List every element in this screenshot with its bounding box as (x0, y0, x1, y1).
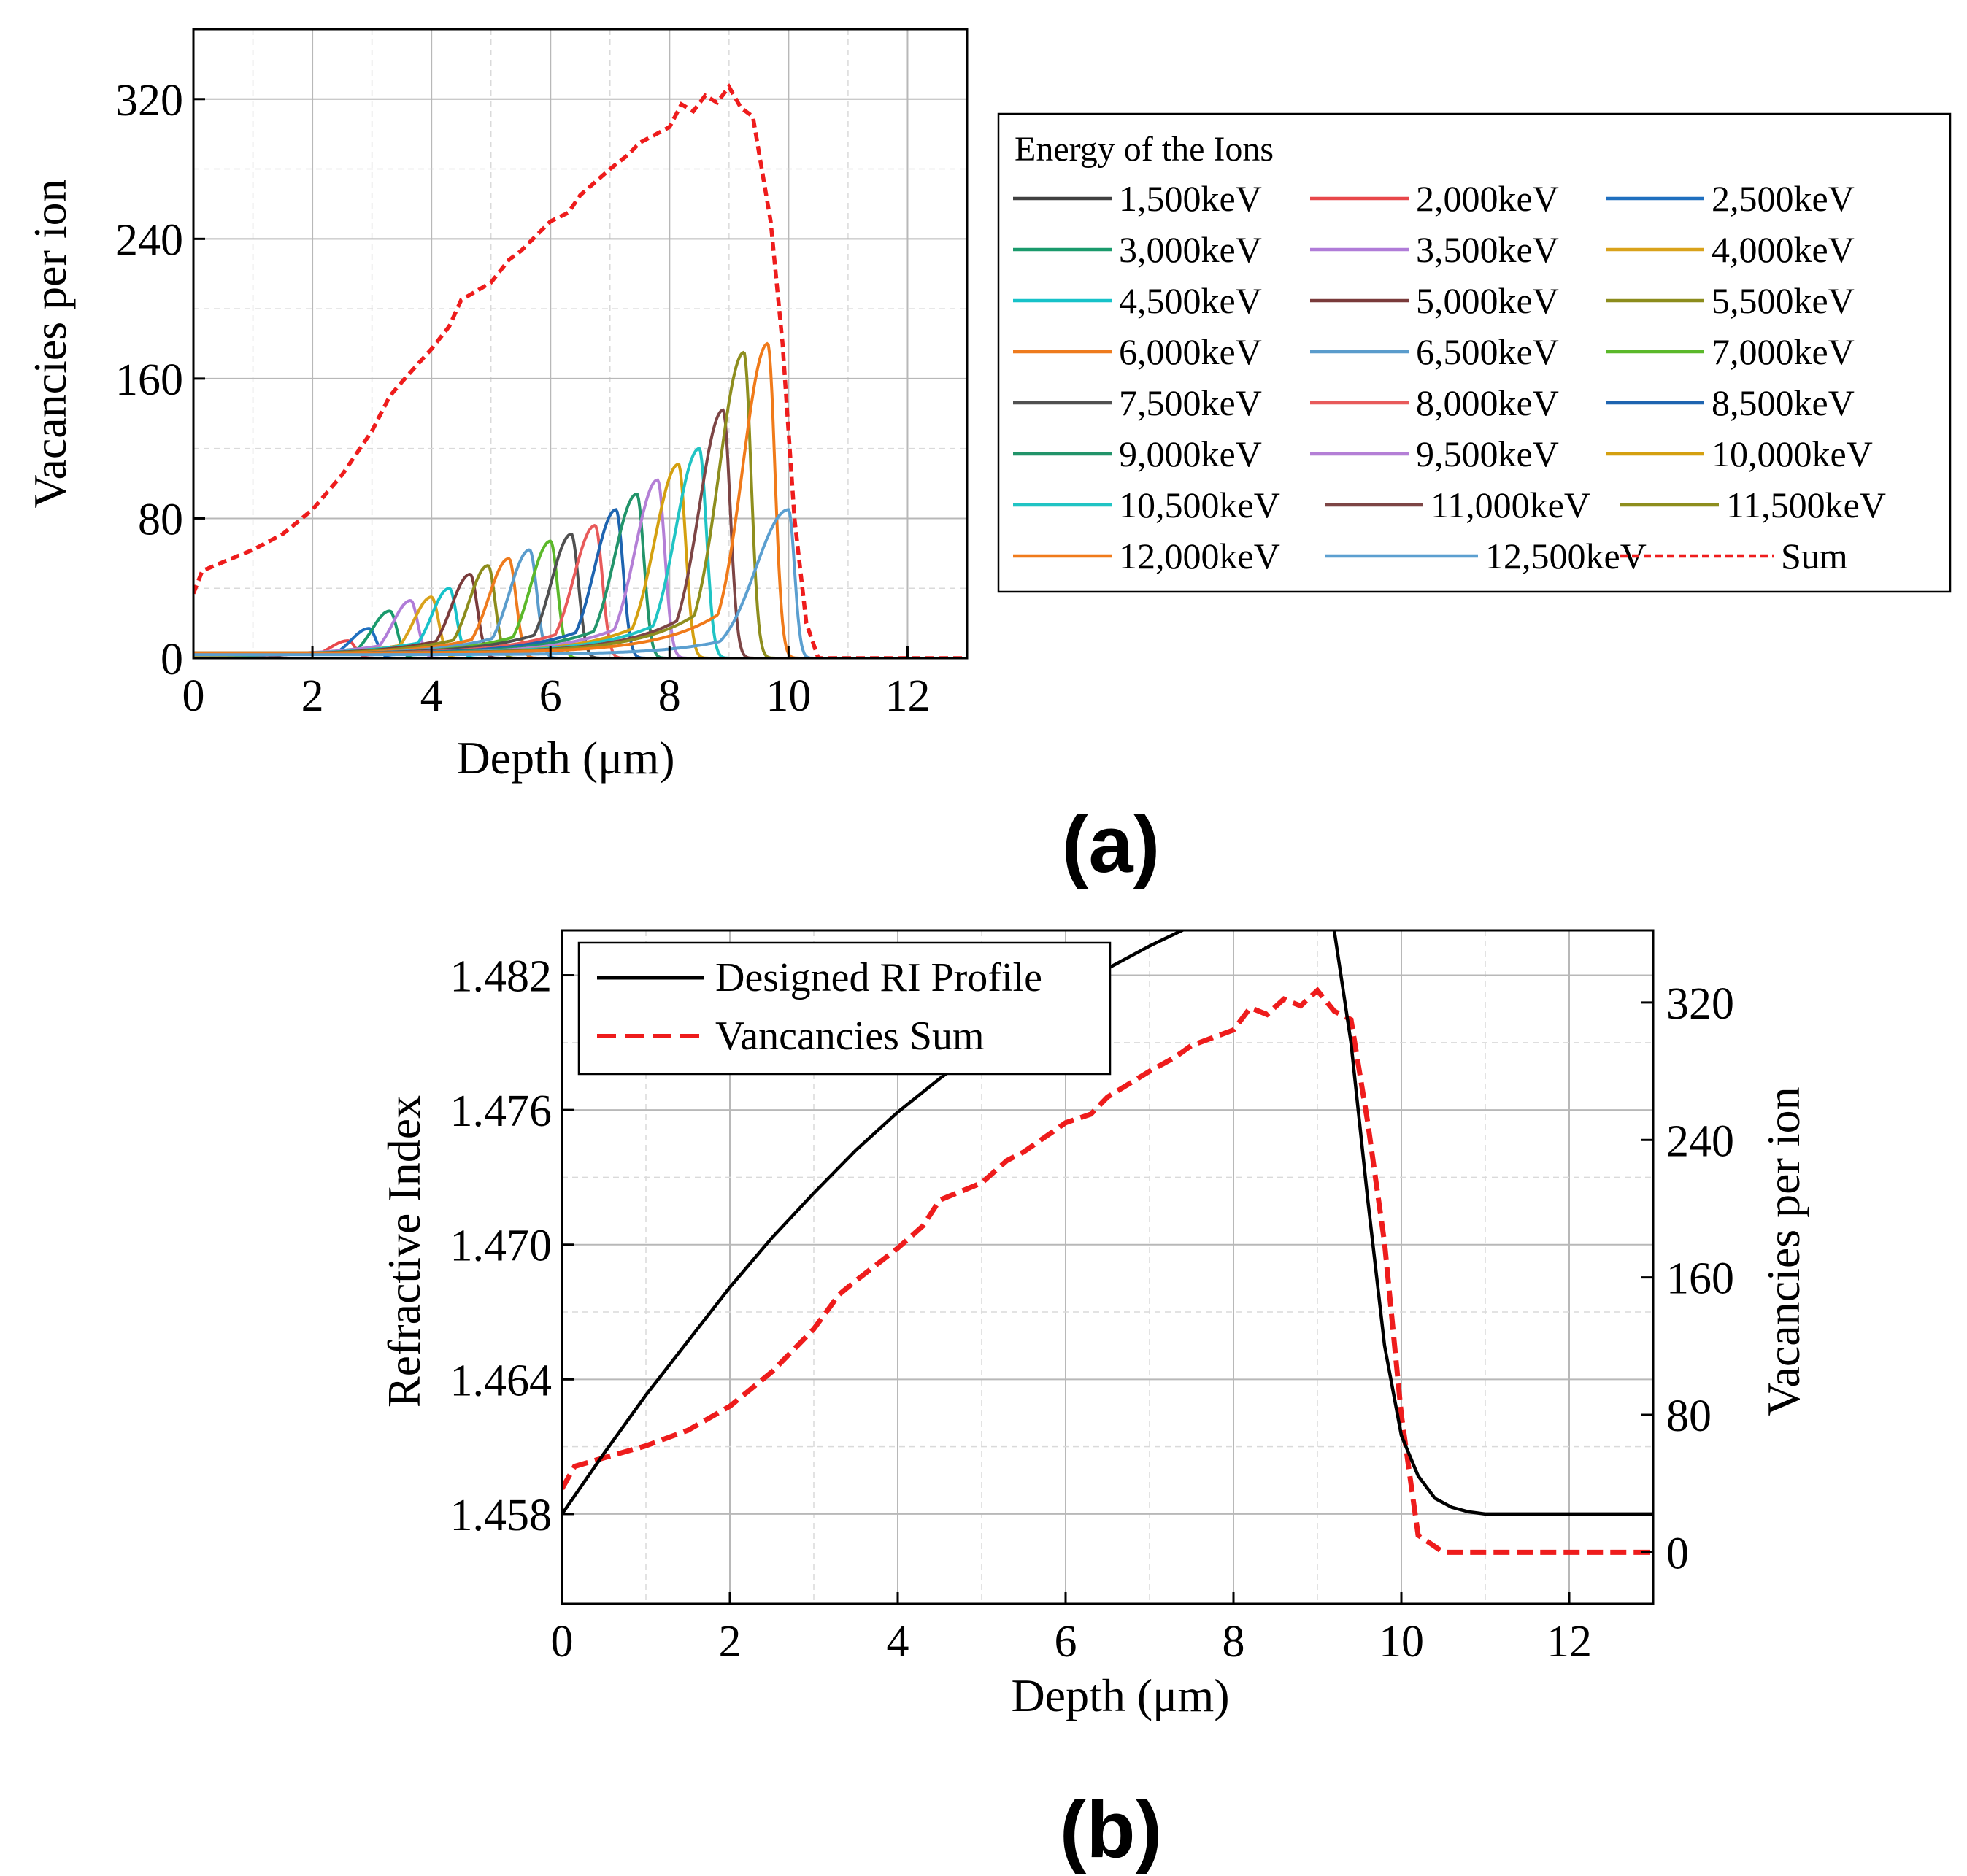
x-tick-label: 4 (887, 1617, 909, 1667)
legend-label: 5,500keV (1712, 280, 1855, 321)
panel-b-series (562, 930, 1653, 1555)
y2-tick-label: 320 (1666, 979, 1734, 1029)
y2-tick-label: 240 (1666, 1116, 1734, 1166)
series-line-ri-profile (562, 930, 1653, 1516)
legend-label: 9,500keV (1416, 433, 1559, 474)
panel-a-grid (193, 28, 968, 659)
series-line-12,000keV (193, 341, 967, 658)
legend-label: 3,500keV (1416, 229, 1559, 270)
x-tick-label: 12 (885, 671, 930, 721)
legend-label: 2,000keV (1416, 178, 1559, 219)
panel-a-legend: Energy of the Ions 1,500keV 2,000keV 2,500… (997, 112, 1952, 593)
series-line-9,500keV (193, 478, 967, 658)
series-line-10,000keV (193, 463, 967, 658)
y-tick-label: 160 (115, 355, 183, 405)
legend-label: 6,000keV (1119, 331, 1262, 372)
series-line-12,500keV (193, 508, 967, 658)
y-tick-label: 1.464 (450, 1356, 553, 1405)
panel-b-xlabel: Depth (μm) (1011, 1670, 1229, 1721)
y2-tick-label: 0 (1666, 1529, 1689, 1578)
x-tick-label: 10 (1379, 1617, 1424, 1667)
legend-label: 8,000keV (1416, 382, 1559, 423)
legend-label-vac: Vancancies Sum (715, 1014, 985, 1059)
x-tick-label: 0 (182, 671, 205, 721)
legend-label: 10,000keV (1712, 433, 1873, 474)
y-tick-label: 0 (161, 635, 183, 684)
x-tick-label: 6 (1055, 1617, 1077, 1667)
panel-b-y2label: Vacancies per ion (1758, 1086, 1809, 1416)
legend-label: 3,000keV (1119, 229, 1262, 270)
x-tick-label: 4 (420, 671, 443, 721)
legend-label: 7,500keV (1119, 382, 1262, 423)
panel-a-label: (a) (1062, 800, 1160, 889)
x-tick-label: 8 (658, 671, 681, 721)
y-tick-label: 1.458 (450, 1491, 553, 1540)
panel-a-series (193, 83, 967, 658)
legend-label: 11,500keV (1726, 485, 1886, 525)
legend-box (997, 112, 1952, 593)
panel-b-frame (561, 929, 1655, 1605)
x-tick-label: 8 (1223, 1617, 1245, 1667)
x-tick-label: 10 (766, 671, 811, 721)
x-tick-label: 2 (301, 671, 324, 721)
panel-b-legend-box (577, 941, 1112, 1076)
series-line-vacancies-sum (562, 987, 1653, 1555)
legend-label: 11,000keV (1431, 485, 1590, 525)
panel-a-xlabel: Depth (μm) (456, 732, 674, 784)
y-tick-label: 240 (115, 215, 183, 265)
legend-label: 8,500keV (1712, 382, 1855, 423)
legend-label: 2,500keV (1712, 178, 1855, 219)
x-tick-label: 6 (539, 671, 562, 721)
panel-b-ticks: 0 2 4 6 8 10 12 1.458 1.464 1.470 1.476 1.482 0 80 160… (450, 952, 1735, 1667)
legend-label: 5,000keV (1416, 280, 1559, 321)
y-tick-label: 80 (138, 495, 183, 544)
panel-b-ylabel: Refractive Index (378, 1095, 430, 1408)
panel-b: 0 2 4 6 8 10 12 1.458 1.464 1.470 1.476 1.482 0 80 160… (378, 929, 1809, 1721)
legend-label-ri: Designed RI Profile (715, 955, 1042, 1000)
x-tick-label: 12 (1547, 1617, 1592, 1667)
panel-a-frame (192, 28, 969, 660)
legend-label: 6,500keV (1416, 331, 1559, 372)
legend-label: 12,500keV (1485, 536, 1647, 576)
legend-label: 7,000keV (1712, 331, 1855, 372)
legend-label: 9,000keV (1119, 433, 1262, 474)
y-tick-label: 1.476 (450, 1086, 553, 1136)
legend-label: 4,500keV (1119, 280, 1262, 321)
y-tick-label: 1.470 (450, 1221, 553, 1271)
y2-tick-label: 160 (1666, 1254, 1734, 1304)
legend-label: Sum (1781, 536, 1848, 576)
y2-tick-label: 80 (1666, 1391, 1712, 1441)
legend-label: 10,500keV (1119, 485, 1280, 525)
panel-a: 0 2 4 6 8 10 12 0 80 160 240 320 Depth (μm) Vacanci… (24, 28, 1952, 784)
y-tick-label: 320 (115, 76, 183, 126)
legend-label: 12,000keV (1119, 536, 1280, 576)
panel-a-ylabel: Vacancies per ion (24, 179, 76, 508)
legend-label: 4,000keV (1712, 229, 1855, 270)
x-tick-label: 0 (551, 1617, 574, 1667)
x-tick-label: 2 (719, 1617, 742, 1667)
y-tick-label: 1.482 (450, 952, 553, 1002)
legend-label: 1,500keV (1119, 178, 1262, 219)
panel-b-label: (b) (1060, 1785, 1162, 1875)
series-line-sum (193, 83, 967, 658)
panel-b-legend: Designed RI Profile Vancancies Sum (577, 941, 1112, 1076)
legend-title: Energy of the Ions (1015, 130, 1274, 169)
panel-a-ticks: 0 2 4 6 8 10 12 0 80 160 240 320 (115, 76, 930, 721)
